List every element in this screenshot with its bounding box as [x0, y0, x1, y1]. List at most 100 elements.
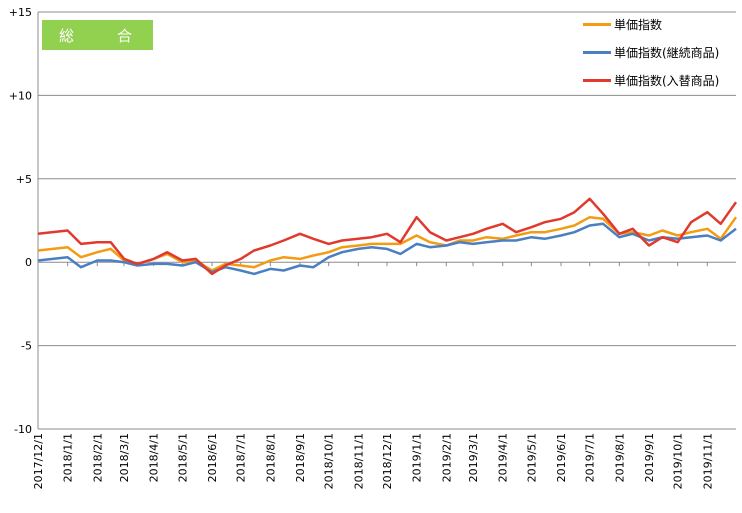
- legend-swatch-blue: [583, 51, 611, 54]
- series-line-2: [37, 197, 738, 276]
- data-point: [253, 249, 255, 251]
- data-point: [166, 251, 168, 253]
- data-point: [80, 256, 82, 258]
- data-point: [328, 243, 330, 245]
- legend-item-unit-price-index: 単価指数: [583, 16, 742, 44]
- data-point: [37, 249, 39, 251]
- data-point: [37, 259, 39, 261]
- data-point: [415, 234, 417, 236]
- data-point: [66, 256, 68, 258]
- data-point: [96, 259, 98, 261]
- data-point: [415, 216, 417, 218]
- y-tick-label: +10: [9, 89, 32, 102]
- data-point: [283, 269, 285, 271]
- data-point: [677, 241, 679, 243]
- data-point: [544, 221, 546, 223]
- x-tick-label: 2018/9/1: [294, 433, 307, 482]
- data-point: [530, 226, 532, 228]
- data-point: [690, 231, 692, 233]
- data-point: [110, 259, 112, 261]
- data-point: [706, 234, 708, 236]
- y-axis-ticks: +15 +10 +5 0 -5 -10: [9, 6, 32, 436]
- data-point: [544, 238, 546, 240]
- data-point: [371, 246, 373, 248]
- data-point: [573, 224, 575, 226]
- data-point: [602, 213, 604, 215]
- x-tick-label: 2019/11/1: [701, 433, 714, 489]
- x-tick-label: 2018/8/1: [264, 433, 277, 482]
- data-point: [240, 269, 242, 271]
- data-point: [96, 251, 98, 253]
- data-point: [429, 246, 431, 248]
- data-point: [123, 258, 125, 260]
- data-point: [341, 246, 343, 248]
- y-tick-label: +15: [9, 6, 32, 19]
- data-point: [530, 236, 532, 238]
- data-point: [153, 263, 155, 265]
- data-point: [502, 223, 504, 225]
- legend-label: 単価指数(継続商品): [614, 46, 720, 60]
- x-tick-label: 2019/4/1: [497, 433, 510, 482]
- x-tick-label: 2019/3/1: [467, 433, 480, 482]
- data-point: [66, 246, 68, 248]
- data-point: [371, 243, 373, 245]
- data-point: [195, 258, 197, 260]
- x-tick-label: 2018/7/1: [235, 433, 248, 482]
- data-point: [735, 228, 737, 230]
- x-tick-label: 2019/9/1: [643, 433, 656, 482]
- data-point: [240, 264, 242, 266]
- data-point: [648, 239, 650, 241]
- data-point: [283, 239, 285, 241]
- data-point: [573, 231, 575, 233]
- data-point: [472, 233, 474, 235]
- data-point: [136, 263, 138, 265]
- data-point: [720, 223, 722, 225]
- data-point: [371, 236, 373, 238]
- data-point: [618, 233, 620, 235]
- x-axis-ticks: 2017/12/1 2018/1/1 2018/2/1 2018/3/1 2018/4/…: [32, 262, 714, 489]
- x-tick-label: 2018/11/1: [352, 433, 365, 489]
- data-point: [589, 224, 591, 226]
- x-tick-label: 2019/2/1: [440, 433, 453, 482]
- data-point: [181, 264, 183, 266]
- data-point: [690, 221, 692, 223]
- data-point: [415, 243, 417, 245]
- x-tick-label: 2019/8/1: [613, 433, 626, 482]
- data-point: [560, 234, 562, 236]
- data-point: [341, 251, 343, 253]
- data-point: [706, 211, 708, 213]
- x-tick-label: 2018/12/1: [381, 433, 394, 489]
- data-point: [240, 258, 242, 260]
- data-point: [429, 241, 431, 243]
- data-point: [648, 244, 650, 246]
- x-tick-label: 2018/3/1: [118, 433, 131, 482]
- data-point: [211, 273, 213, 275]
- x-tick-label: 2019/1/1: [411, 433, 424, 482]
- legend: 単価指数 単価指数(継続商品) 単価指数(入替商品): [583, 16, 742, 100]
- series-lines: [37, 197, 738, 276]
- data-point: [632, 233, 634, 235]
- data-point: [253, 266, 255, 268]
- data-point: [445, 239, 447, 241]
- data-point: [80, 243, 82, 245]
- x-tick-label: 2019/5/1: [525, 433, 538, 482]
- data-point: [37, 233, 39, 235]
- data-point: [224, 264, 226, 266]
- data-point: [706, 228, 708, 230]
- data-point: [485, 236, 487, 238]
- data-point: [459, 236, 461, 238]
- x-tick-label: 2018/2/1: [91, 433, 104, 482]
- x-tick-label: 2019/7/1: [584, 433, 597, 482]
- data-point: [515, 239, 517, 241]
- data-point: [328, 251, 330, 253]
- data-point: [123, 261, 125, 263]
- x-tick-label: 2018/1/1: [62, 433, 75, 482]
- data-point: [181, 259, 183, 261]
- x-tick-label: 2019/10/1: [672, 433, 685, 489]
- data-point: [269, 259, 271, 261]
- legend-swatch-red: [583, 79, 611, 82]
- data-point: [110, 248, 112, 250]
- y-tick-label: -10: [14, 423, 32, 436]
- data-point: [299, 233, 301, 235]
